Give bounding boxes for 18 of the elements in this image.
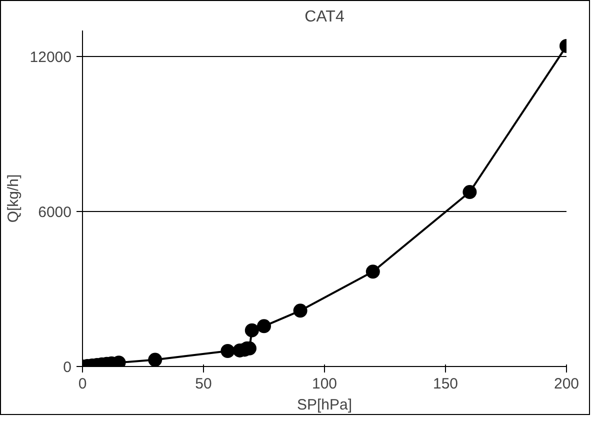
- point: [220, 344, 235, 358]
- x-tick-label: 100: [312, 376, 338, 392]
- y-axis-title: Q[kg/h]: [4, 174, 22, 223]
- point: [257, 319, 271, 334]
- x-tick-label: 150: [432, 376, 458, 392]
- y-tick-label: 0: [63, 359, 72, 376]
- point: [148, 352, 162, 366]
- point: [366, 264, 380, 279]
- y-tick-label: 6000: [38, 204, 72, 221]
- point: [293, 304, 308, 318]
- point: [462, 185, 477, 200]
- x-tick-label: 0: [78, 376, 87, 392]
- x-axis-title: SP[hPa]: [296, 396, 352, 414]
- x-tick-label: 50: [195, 376, 212, 392]
- y-tick-label: 12000: [30, 48, 72, 66]
- x-tick-label: 200: [554, 376, 580, 392]
- point: [244, 323, 259, 338]
- chart-title: CAT4: [304, 8, 344, 26]
